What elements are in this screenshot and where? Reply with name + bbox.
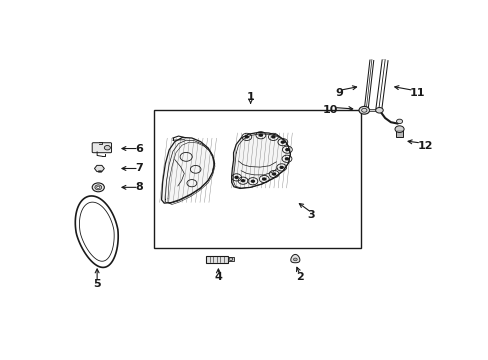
Circle shape bbox=[240, 179, 245, 183]
Text: 9: 9 bbox=[335, 88, 343, 98]
Circle shape bbox=[358, 107, 369, 114]
Circle shape bbox=[92, 183, 104, 192]
Circle shape bbox=[293, 258, 297, 261]
Circle shape bbox=[375, 108, 383, 113]
Circle shape bbox=[262, 177, 266, 181]
Text: 6: 6 bbox=[135, 144, 142, 153]
Text: 5: 5 bbox=[93, 279, 101, 289]
Polygon shape bbox=[231, 132, 290, 188]
Polygon shape bbox=[161, 138, 214, 203]
FancyBboxPatch shape bbox=[92, 143, 111, 153]
Circle shape bbox=[279, 166, 284, 169]
Circle shape bbox=[97, 186, 100, 188]
Circle shape bbox=[250, 180, 255, 183]
Circle shape bbox=[285, 148, 289, 151]
Circle shape bbox=[396, 119, 402, 123]
Bar bbox=[154, 110, 360, 248]
Polygon shape bbox=[79, 202, 114, 261]
Text: 3: 3 bbox=[307, 210, 314, 220]
Text: 11: 11 bbox=[409, 88, 425, 98]
Bar bbox=[395, 129, 403, 138]
Circle shape bbox=[234, 176, 238, 179]
Text: 4: 4 bbox=[214, 273, 222, 283]
Text: 1: 1 bbox=[246, 92, 254, 102]
Circle shape bbox=[280, 140, 285, 144]
Polygon shape bbox=[94, 165, 104, 172]
Circle shape bbox=[95, 185, 102, 190]
Circle shape bbox=[284, 157, 289, 161]
Polygon shape bbox=[290, 255, 299, 263]
Bar bbox=[368, 109, 375, 111]
Bar bbox=[205, 256, 227, 263]
Circle shape bbox=[258, 134, 263, 137]
Circle shape bbox=[244, 135, 248, 139]
Circle shape bbox=[104, 145, 110, 150]
Text: 10: 10 bbox=[322, 105, 337, 115]
Text: 12: 12 bbox=[416, 141, 432, 151]
Bar bbox=[227, 257, 233, 261]
Text: 8: 8 bbox=[135, 183, 142, 192]
Circle shape bbox=[394, 126, 403, 132]
Text: 7: 7 bbox=[135, 163, 142, 174]
Polygon shape bbox=[75, 196, 118, 267]
Circle shape bbox=[271, 172, 276, 176]
Text: 2: 2 bbox=[295, 273, 303, 283]
Circle shape bbox=[270, 135, 275, 139]
